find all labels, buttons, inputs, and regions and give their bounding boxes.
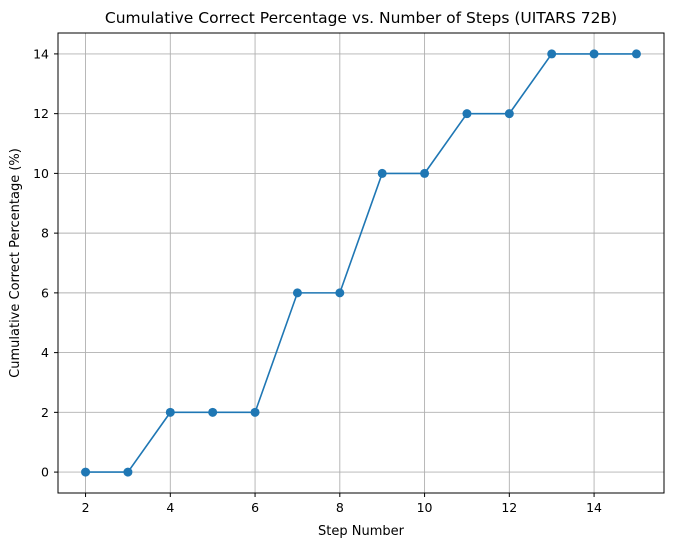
series-layer: [81, 49, 641, 477]
data-point: [377, 168, 387, 178]
data-point: [292, 288, 302, 298]
data-point: [123, 467, 133, 477]
data-point: [462, 109, 472, 119]
data-point: [250, 407, 260, 417]
data-point: [208, 407, 218, 417]
x-tick-label: 2: [82, 500, 90, 515]
chart-title: Cumulative Correct Percentage vs. Number…: [105, 9, 617, 27]
data-point: [504, 109, 514, 119]
y-tick-label: 4: [41, 345, 49, 360]
x-tick-label: 12: [501, 500, 517, 515]
axis-ticks: 2 4 6 8 10 12 14 0 2 4 6 8 10 12 14: [33, 46, 602, 515]
y-axis-label: Cumulative Correct Percentage (%): [8, 148, 23, 378]
data-point: [420, 168, 430, 178]
y-tick-label: 14: [33, 46, 49, 61]
x-tick-label: 8: [336, 500, 344, 515]
y-tick-label: 10: [33, 166, 49, 181]
x-tick-label: 14: [586, 500, 602, 515]
y-tick-label: 6: [41, 285, 49, 300]
plot-frame: [57, 32, 665, 494]
grid-lines: [58, 33, 664, 493]
y-tick-label: 2: [41, 405, 49, 420]
data-point: [631, 49, 641, 59]
series-line: [85, 53, 637, 473]
y-tick-label: 12: [33, 106, 49, 121]
data-point: [81, 467, 91, 477]
data-point: [547, 49, 557, 59]
x-tick-label: 4: [166, 500, 174, 515]
data-point: [165, 407, 175, 417]
x-tick-label: 10: [417, 500, 433, 515]
data-point: [589, 49, 599, 59]
data-point: [335, 288, 345, 298]
x-axis-label: Step Number: [318, 524, 405, 539]
x-tick-label: 6: [251, 500, 259, 515]
y-tick-label: 0: [41, 465, 49, 480]
y-tick-label: 8: [41, 226, 49, 241]
